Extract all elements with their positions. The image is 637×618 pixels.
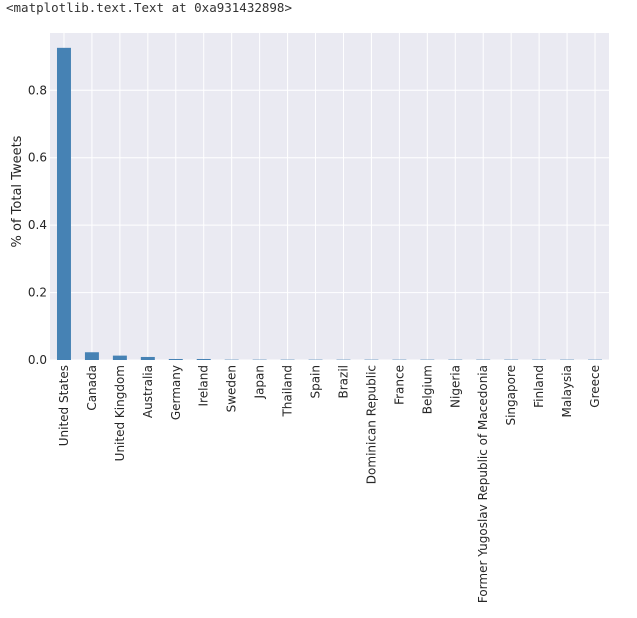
bar	[168, 358, 183, 360]
y-tick-label: 0.8	[28, 83, 47, 97]
x-tick-label: Spain	[309, 365, 323, 399]
x-tick-label: Greece	[588, 365, 602, 408]
x-tick-label: United States	[57, 365, 71, 446]
y-tick-label: 0.6	[28, 151, 47, 165]
x-tick-label: Canada	[85, 365, 99, 411]
x-tick-label: Belgium	[420, 365, 434, 414]
x-tick-label: Finland	[532, 365, 546, 408]
x-tick-label: Former Yugoslav Republic of Macedonia	[476, 365, 490, 603]
x-tick-label: Germany	[169, 365, 183, 420]
x-tick-label: Ireland	[197, 365, 211, 407]
x-tick-label: Dominican Republic	[364, 365, 378, 484]
bar	[112, 355, 127, 360]
bars	[56, 47, 603, 361]
y-axis-label: % of Total Tweets	[10, 135, 25, 247]
x-tick-label: France	[392, 365, 406, 405]
y-tick-labels: 0.0 0.2 0.4 0.6 0.8	[28, 83, 47, 367]
bar	[140, 356, 155, 360]
cell-output-text: <matplotlib.text.Text at 0xa931432898>	[6, 0, 292, 15]
bar	[84, 352, 99, 360]
x-tick-labels: United States Canada United Kingdom Austral…	[57, 365, 602, 603]
bar	[196, 358, 211, 360]
x-tick-label: Nigeria	[448, 365, 462, 408]
x-tick-label: Malaysia	[560, 365, 574, 417]
x-tick-label: Australia	[141, 365, 155, 418]
x-tick-label: Sweden	[225, 365, 239, 412]
x-tick-label: Thailand	[281, 365, 295, 418]
x-tick-label: United Kingdom	[113, 365, 127, 461]
x-tick-label: Singapore	[504, 365, 518, 426]
plot-background	[50, 33, 609, 360]
y-tick-label: 0.0	[28, 353, 47, 367]
x-tick-label: Brazil	[336, 365, 350, 399]
bar	[56, 47, 71, 361]
x-tick-label: Japan	[253, 365, 267, 399]
y-tick-label: 0.4	[28, 218, 47, 232]
y-tick-label: 0.2	[28, 286, 47, 300]
